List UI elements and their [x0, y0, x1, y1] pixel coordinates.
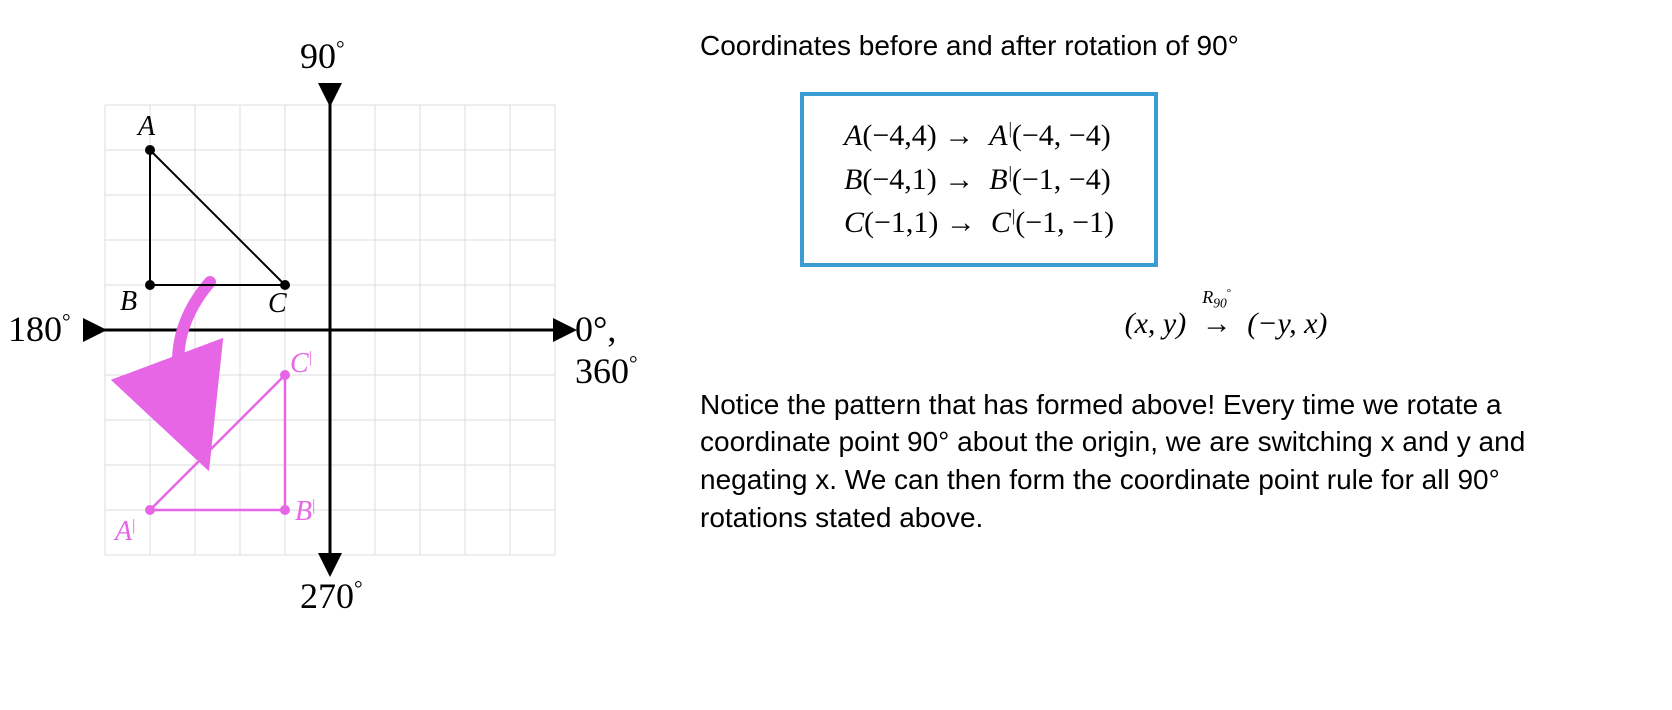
vertex-label-B: B — [120, 286, 137, 317]
rotation-rule-formula: (x, y) R90° → (−y, x) — [840, 307, 1612, 341]
mapping-line-3: C(−1,1) → C|(−1, −1) — [844, 201, 1114, 245]
vertex-label-C: C — [268, 288, 287, 319]
explanation-paragraph: Notice the pattern that has formed above… — [700, 386, 1612, 537]
rotation-arrow — [178, 282, 210, 415]
mapping-line-1: A(−4,4) → A|(−4, −4) — [844, 114, 1114, 158]
coordinate-mapping-box: A(−4,4) → A|(−4, −4) B(−4,1) → B|(−1, −4… — [800, 92, 1158, 267]
axis-label-top: 90° — [300, 35, 345, 77]
vertex-label-A: A — [136, 111, 156, 142]
axis-label-right: 0°, 360° — [575, 308, 680, 392]
heading: Coordinates before and after rotation of… — [700, 30, 1612, 62]
axis-label-left: 180° — [8, 308, 71, 350]
vertex-label-C-prime: C| — [290, 348, 312, 379]
explanation-panel: Coordinates before and after rotation of… — [680, 0, 1672, 710]
vertex-label-B-prime: B| — [295, 496, 315, 527]
mapping-line-2: B(−4,1) → B|(−1, −4) — [844, 158, 1114, 202]
vertex-label-A-prime: A| — [113, 516, 135, 547]
graph-panel: A B C A| B| C| 90° 0°, 360° 270° 180° — [0, 0, 680, 710]
axis-label-bottom: 270° — [300, 575, 363, 617]
